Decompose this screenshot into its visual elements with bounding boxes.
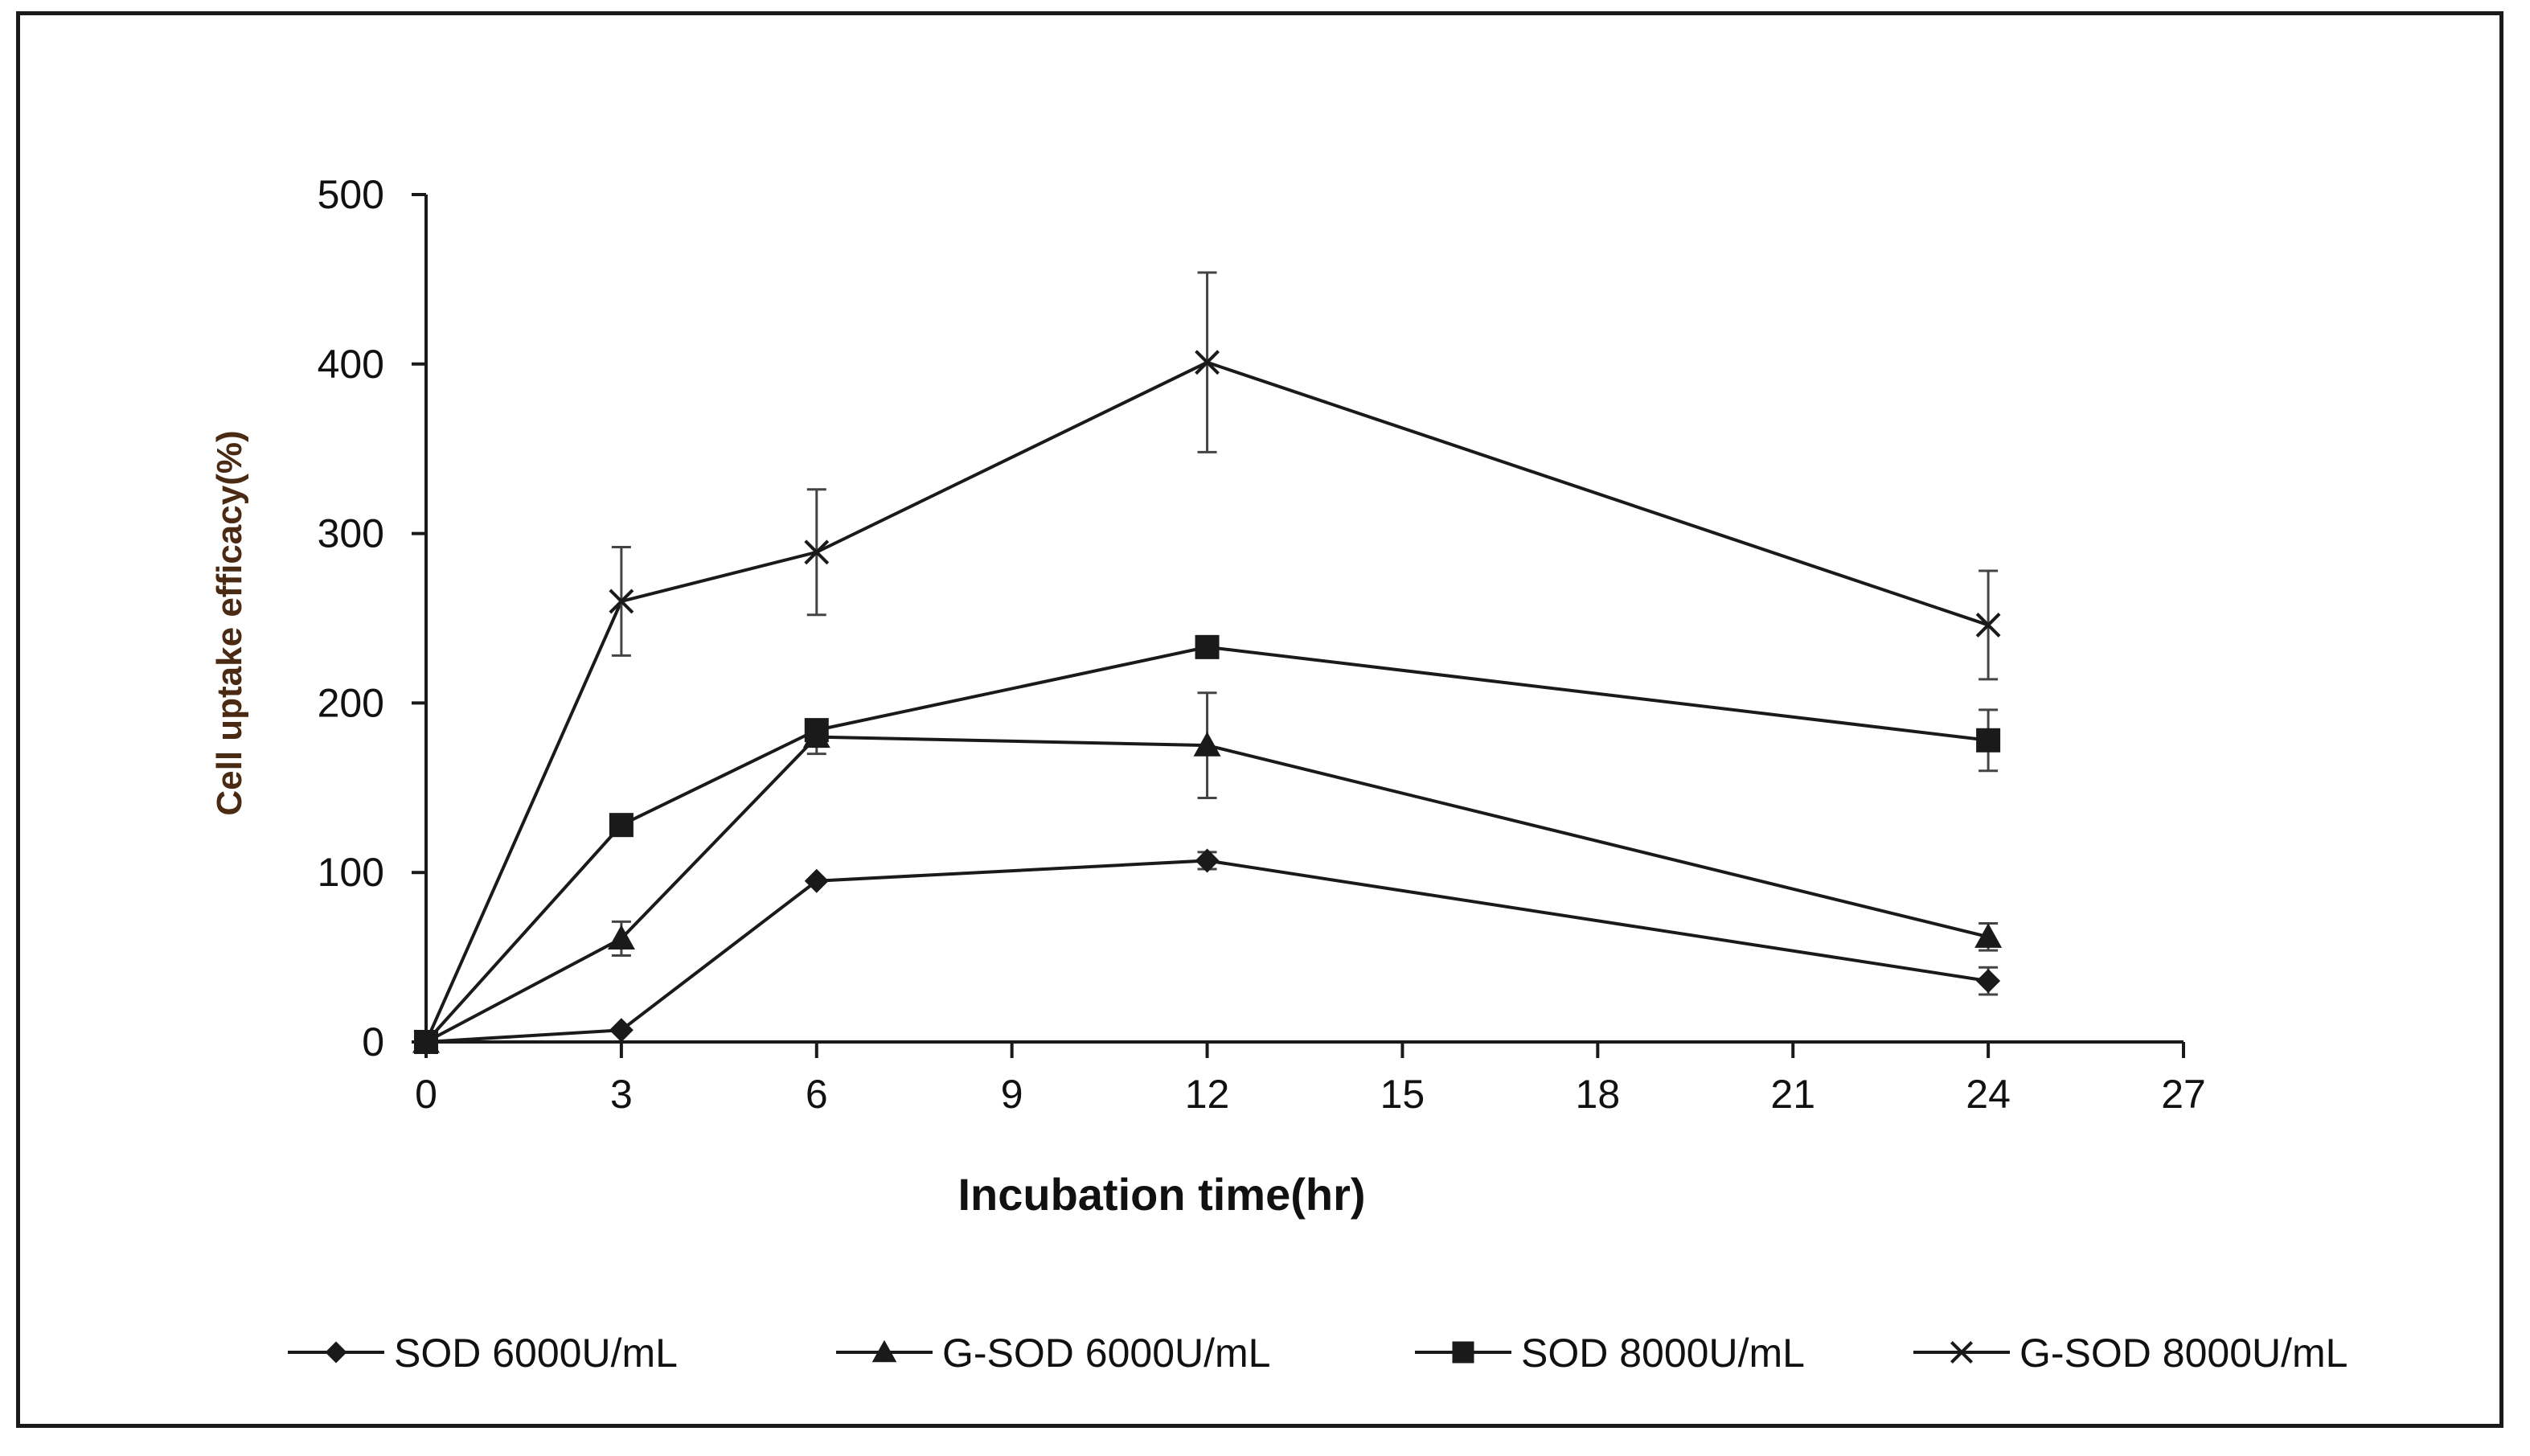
x-marker-stroke xyxy=(609,589,634,614)
series-sod-6000u-ml xyxy=(414,848,2001,1054)
legend: SOD 6000U/mL G-SOD 6000U/mL SOD 8000U/mL G-… xyxy=(288,1331,2348,1376)
legend-item: SOD 6000U/mL xyxy=(288,1331,678,1376)
data-point xyxy=(413,1029,439,1055)
y-tick-label: 100 xyxy=(318,850,384,895)
legend-marker xyxy=(871,1339,897,1363)
x-tick-label: 12 xyxy=(1185,1072,1230,1117)
x-tick-label: 24 xyxy=(1966,1072,2011,1117)
axes: 0 100 200 300 400 500 0 3 6 9 12 15 18 21 24 27 xyxy=(318,172,2206,1117)
legend-label: SOD 8000U/mL xyxy=(1521,1331,1805,1376)
legend-marker xyxy=(325,1341,347,1364)
figure-frame xyxy=(16,11,2503,1428)
legend-item: G-SOD 6000U/mL xyxy=(836,1331,1270,1376)
x-tick-label: 6 xyxy=(806,1072,828,1117)
x-marker-stroke xyxy=(1195,350,1220,375)
legend-marker xyxy=(1452,1341,1474,1364)
y-tick-label: 500 xyxy=(318,172,384,217)
x-tick-label: 15 xyxy=(1380,1072,1425,1117)
legend-label: G-SOD 8000U/mL xyxy=(2019,1331,2348,1376)
data-point xyxy=(1195,634,1220,659)
data-point xyxy=(1195,848,1220,873)
y-tick-label: 200 xyxy=(318,680,384,725)
data-point xyxy=(1975,613,2001,638)
data-point xyxy=(1974,923,2003,948)
data-point xyxy=(609,589,634,614)
x-marker-stroke xyxy=(413,1029,439,1055)
data-point xyxy=(804,868,829,893)
x-tick-label: 3 xyxy=(610,1072,633,1117)
series-layer xyxy=(412,271,2003,1055)
x-marker-stroke xyxy=(804,539,830,565)
x-tick-label: 21 xyxy=(1770,1072,1815,1117)
data-point xyxy=(804,539,830,565)
y-tick-label: 400 xyxy=(318,342,384,387)
legend-label: G-SOD 6000U/mL xyxy=(942,1331,1270,1376)
data-point xyxy=(1195,350,1220,375)
series-line xyxy=(425,859,1989,1044)
data-point xyxy=(609,1018,634,1043)
y-tick-label: 0 xyxy=(362,1019,384,1064)
data-point xyxy=(1976,969,2001,994)
x-tick-label: 0 xyxy=(415,1072,437,1117)
legend-marker xyxy=(1950,1340,1974,1364)
x-tick-label: 27 xyxy=(2161,1072,2206,1117)
x-tick-label: 18 xyxy=(1576,1072,1621,1117)
legend-label: SOD 6000U/mL xyxy=(394,1331,678,1376)
data-point xyxy=(804,718,829,743)
x-marker-stroke xyxy=(1950,1340,1974,1364)
data-point xyxy=(1193,732,1221,757)
series-g-sod-8000u-ml xyxy=(413,271,2001,1055)
data-point xyxy=(1976,728,2001,753)
y-axis-title: Cell uptake efficacy(%) xyxy=(210,430,249,815)
x-marker-stroke xyxy=(1975,613,2001,638)
x-axis-title: Incubation time(hr) xyxy=(957,1169,1365,1220)
legend-item: G-SOD 8000U/mL xyxy=(1913,1331,2348,1376)
data-point xyxy=(607,925,635,950)
x-tick-label: 9 xyxy=(1001,1072,1023,1117)
legend-item: SOD 8000U/mL xyxy=(1415,1331,1805,1376)
y-tick-label: 300 xyxy=(318,511,384,556)
data-point xyxy=(609,813,634,838)
series-g-sod-6000u-ml xyxy=(412,691,2003,1053)
